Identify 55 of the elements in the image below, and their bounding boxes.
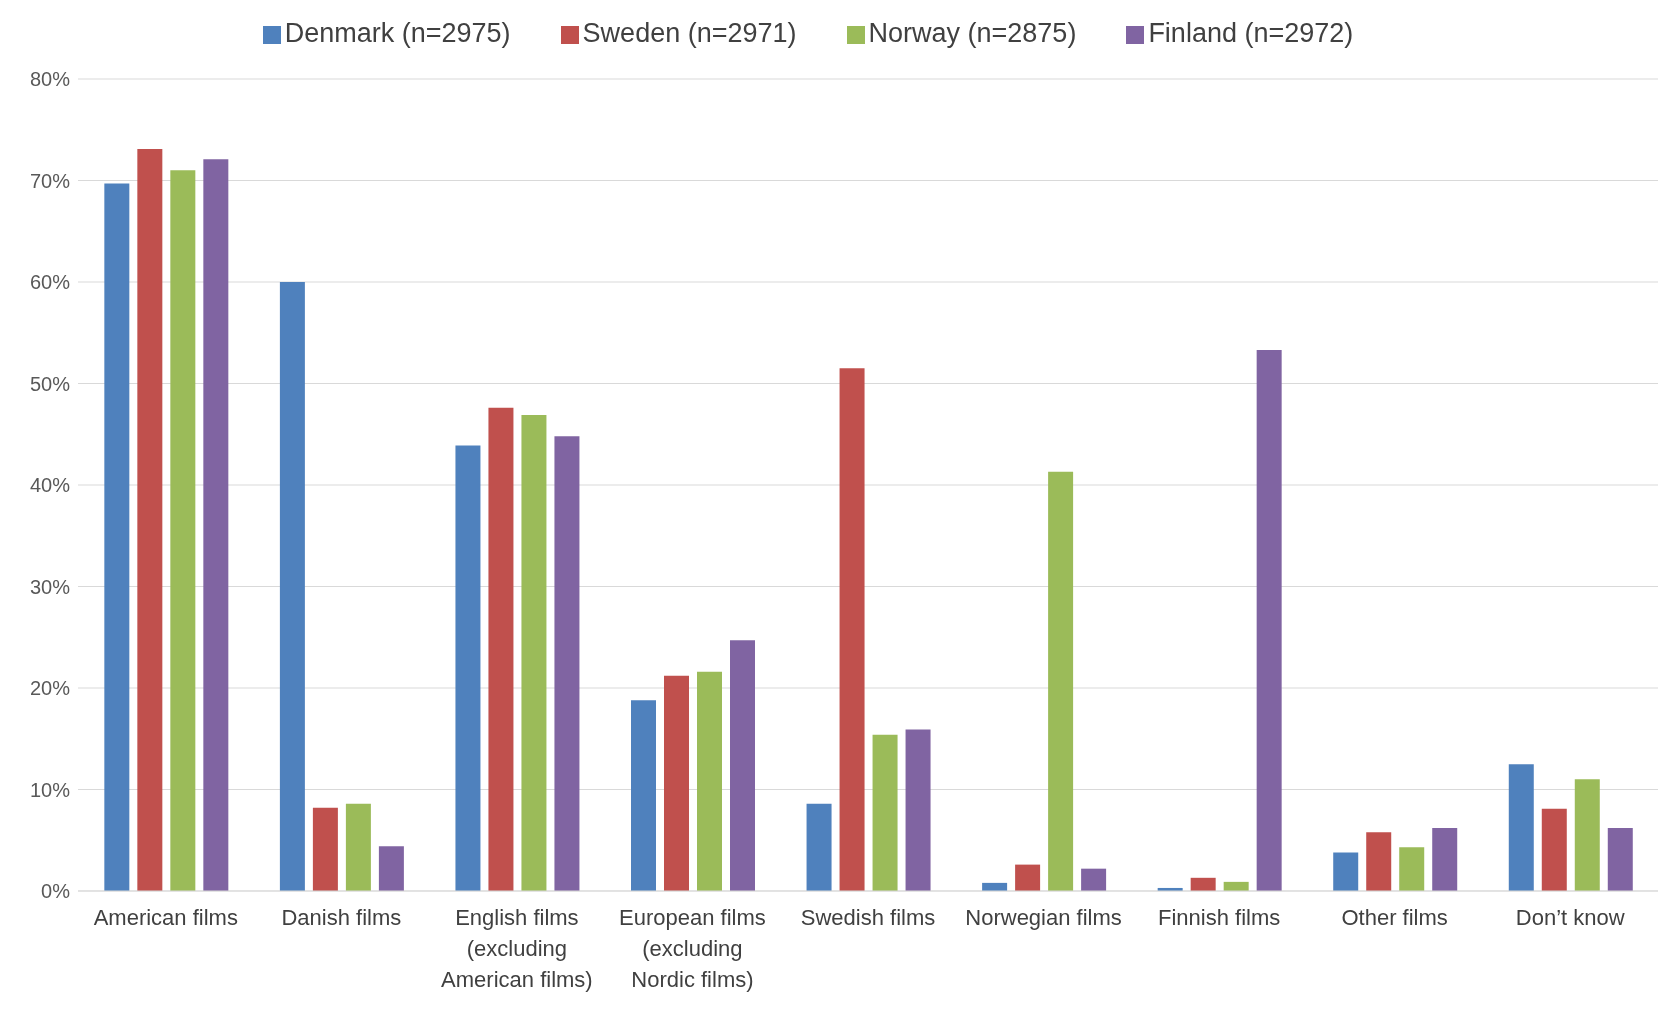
bar	[697, 671, 722, 891]
bar	[312, 807, 338, 891]
x-tick-label: Don’t know	[1515, 905, 1625, 930]
x-tick-label: Swedish films	[800, 905, 936, 930]
legend-label: Finland (n=2972)	[1148, 18, 1354, 48]
bar	[1366, 832, 1392, 891]
x-tick-label: Finnish films	[1157, 905, 1281, 930]
bar	[1541, 808, 1567, 891]
y-tick-label: 80%	[29, 68, 71, 91]
legend-label: Norway (n=2875)	[868, 18, 1077, 48]
bar	[488, 407, 514, 891]
bar	[839, 368, 865, 891]
bar	[455, 445, 481, 891]
bar	[554, 436, 580, 891]
bar	[1399, 847, 1425, 891]
bar	[345, 803, 371, 891]
bar	[137, 149, 163, 891]
bar	[170, 170, 196, 891]
y-tick-label: 0%	[41, 880, 71, 903]
x-tick-label: European films (excluding Nordic films)	[619, 905, 766, 992]
legend-label: Denmark (n=2975)	[284, 18, 511, 48]
bar	[1048, 471, 1074, 891]
bar	[1256, 350, 1282, 891]
y-tick-label: 10%	[29, 778, 71, 801]
bar	[104, 183, 130, 891]
bar	[1508, 764, 1534, 891]
bar	[730, 640, 755, 891]
y-tick-label: 50%	[29, 372, 71, 395]
bar	[1574, 779, 1600, 891]
bar	[664, 675, 689, 891]
y-tick-label: 40%	[29, 474, 71, 497]
x-tick-label: Danish films	[281, 905, 402, 930]
x-tick-label: Norwegian films	[965, 905, 1122, 930]
y-tick-label: 20%	[29, 677, 71, 700]
bar	[905, 729, 931, 891]
legend-label: Sweden (n=2971)	[582, 18, 797, 48]
x-tick-label: English films (excluding American films)	[441, 905, 593, 992]
bar	[631, 700, 656, 891]
bar	[521, 414, 547, 891]
y-tick-label: 30%	[29, 575, 71, 598]
bar	[872, 734, 898, 891]
bar	[203, 159, 229, 891]
bar	[378, 846, 404, 891]
bar	[1081, 868, 1107, 891]
bar	[806, 803, 832, 891]
bar	[1190, 877, 1216, 891]
bar	[279, 282, 305, 891]
x-tick-label: Other films	[1341, 905, 1448, 930]
bar	[1333, 852, 1359, 891]
x-tick-label: American films	[93, 905, 238, 930]
bar	[1432, 828, 1458, 891]
bar	[1607, 828, 1633, 891]
y-tick-label: 70%	[29, 169, 71, 192]
y-tick-label: 60%	[29, 271, 71, 294]
bar	[1015, 864, 1041, 891]
